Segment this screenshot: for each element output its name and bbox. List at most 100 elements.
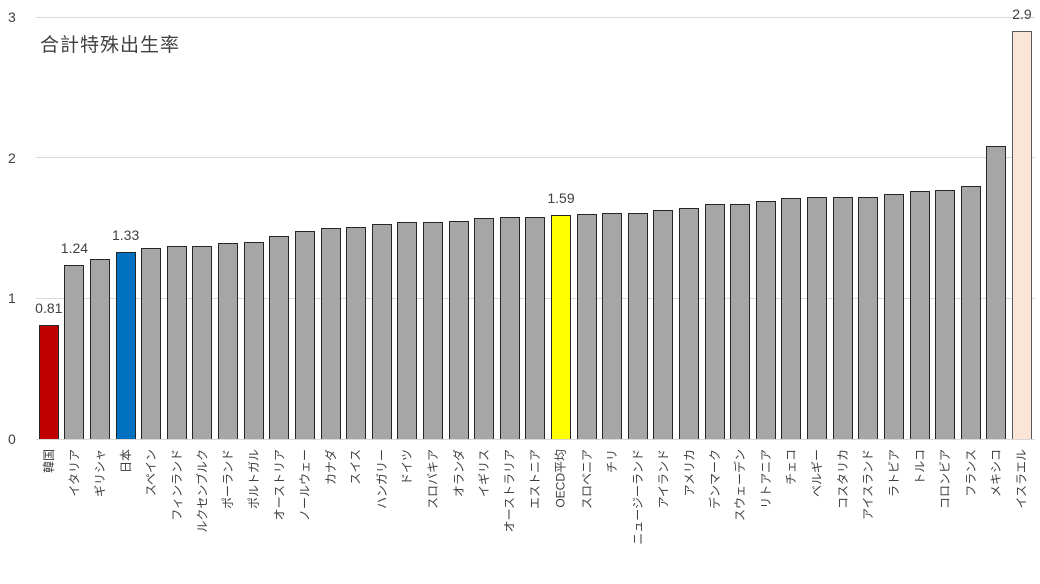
x-label-イタリア: イタリア [67, 449, 82, 497]
x-label-チリ: チリ [605, 449, 620, 474]
bar-slot [164, 17, 190, 439]
bar-value-label: 0.81 [35, 300, 63, 317]
bar-slot [497, 17, 523, 439]
bar-slot [830, 17, 856, 439]
y-tick-label: 1 [8, 290, 16, 307]
x-label-スウェーデン: スウェーデン [733, 449, 748, 522]
x-label-ルクセンブルク: ルクセンブルク [195, 449, 210, 533]
x-label-オランダ: オランダ [451, 449, 466, 498]
x-label-slot: アイスランド [856, 447, 882, 582]
bar-イギリス [474, 218, 495, 439]
bar-メキシコ [986, 146, 1007, 439]
bar-value-label: 2.9 [1012, 6, 1032, 23]
x-label-コロンビア: コロンビア [938, 449, 953, 510]
x-label-ラトビア: ラトビア [886, 449, 901, 498]
x-label-アイランド: アイランド [656, 449, 671, 509]
gridline [36, 157, 1035, 159]
bar-series: 0.81 1.24 1.33 1.59 2.9 [35, 6, 1035, 439]
bar-slot [651, 17, 677, 439]
x-label-slot: トルコ [907, 447, 933, 582]
bar-slot [676, 17, 702, 439]
bar-slot: 0.81 [35, 17, 63, 439]
x-label-ポーランド: ポーランド [221, 449, 236, 510]
bar-ポーランド [218, 243, 239, 439]
bar-slot [318, 17, 344, 439]
bar-slot [727, 17, 753, 439]
bar-トルコ [909, 191, 930, 439]
x-label-ノールウェー: ノールウェー [297, 449, 312, 522]
x-label-slot: ギリシャ [87, 447, 113, 582]
bar-slot [266, 17, 292, 439]
bar-slot [471, 17, 497, 439]
bar-ニュージーランド [627, 212, 648, 439]
bar-ハンガリー [371, 223, 392, 439]
bar-slot [753, 17, 779, 439]
bar-ルクセンブルク [192, 246, 213, 439]
bar-デンマーク [704, 204, 725, 439]
bar-slot [343, 17, 369, 439]
bar-リトアニア [755, 201, 776, 439]
x-label-slot: ニュージーランド [625, 447, 651, 582]
x-label-slot: スロベニア [574, 447, 600, 582]
x-label-slot: ノールウェー [292, 447, 318, 582]
x-label-slot: アメリカ [676, 447, 702, 582]
x-label-コスタリカ: コスタリカ [835, 449, 850, 510]
bar-イタリア [64, 264, 85, 439]
bar-フィンランド [166, 246, 187, 439]
x-label-slot: イギリス [471, 447, 497, 582]
x-label-slot: ベルギー [804, 447, 830, 582]
bar-slot [241, 17, 267, 439]
bar-slot [190, 17, 216, 439]
bar-コスタリカ [832, 197, 853, 439]
x-label-slot: OECD平均 [548, 447, 574, 582]
bar-slot [395, 17, 421, 439]
bar-slot [292, 17, 318, 439]
x-label-トルコ: トルコ [912, 449, 927, 485]
bar-slot [574, 17, 600, 439]
bar-slot [779, 17, 805, 439]
x-label-フィンランド: フィンランド [169, 449, 184, 521]
x-label-オーストラリア: オーストラリア [502, 449, 517, 533]
x-label-イスラエル: イスラエル [1014, 449, 1029, 509]
x-label-日本: 日本 [118, 449, 133, 474]
x-label-slot: スウェーデン [727, 447, 753, 582]
x-label-チェコ: チェコ [784, 449, 799, 486]
bar-ノールウェー [294, 230, 315, 439]
x-label-slot: オランダ [446, 447, 472, 582]
bar-slot [625, 17, 651, 439]
y-tick-label: 2 [8, 149, 16, 166]
x-label-slot: エストニア [523, 447, 549, 582]
x-label-slot: コロンビア [932, 447, 958, 582]
x-label-ハンガリー: ハンガリー [374, 449, 389, 510]
x-label-フランス: フランス [963, 449, 978, 497]
x-label-スイス: スイス [349, 449, 364, 485]
bar-フランス [960, 185, 981, 439]
bar-日本 [115, 251, 136, 439]
bar-ラトビア [883, 194, 904, 439]
bar-slot: 1.59 [547, 17, 575, 439]
x-label-エストニア: エストニア [528, 449, 543, 510]
x-label-slot: フランス [958, 447, 984, 582]
bar-slot [881, 17, 907, 439]
x-label-slot: イスラエル [1009, 447, 1035, 582]
x-label-イギリス: イギリス [477, 449, 492, 498]
gridline [36, 16, 1035, 18]
bar-イスラエル [1011, 31, 1032, 439]
chart-title: 合計特殊出生率 [40, 35, 181, 56]
x-label-slot: スロバキア [420, 447, 446, 582]
bar-チリ [602, 212, 623, 439]
x-label-デンマーク: デンマーク [707, 449, 722, 510]
bar-slot [369, 17, 395, 439]
bar-ベルギー [807, 197, 828, 439]
x-label-slot: ドイツ [395, 447, 421, 582]
bar-ギリシャ [90, 258, 111, 439]
x-label-OECD平均: OECD平均 [554, 449, 568, 508]
x-label-slot: スイス [343, 447, 369, 582]
bar-slot [599, 17, 625, 439]
x-label-slot: チリ [599, 447, 625, 582]
x-label-slot: オーストラリア [497, 447, 523, 582]
bar-OECD平均 [550, 215, 571, 439]
x-label-リトアニア: リトアニア [758, 449, 773, 509]
bar-ドイツ [397, 222, 418, 439]
